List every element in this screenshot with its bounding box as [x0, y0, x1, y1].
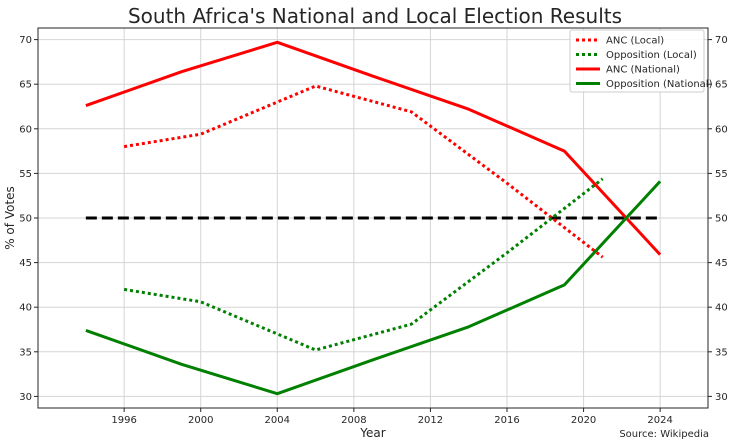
x-axis-ticks: 1996 2000 2004 2008 2012 2016 2020 2024 [111, 408, 673, 426]
y-tick-label-right: 60 [715, 124, 728, 135]
x-tick-label: 2004 [265, 415, 290, 426]
y-tick-label-left: 30 [19, 392, 32, 403]
series-line-opposition-local [123, 177, 604, 352]
y-tick-label-left: 35 [19, 347, 32, 358]
y-tick-label-left: 55 [19, 169, 32, 180]
y-axis-ticks-right: 30 35 40 45 50 55 60 65 70 [708, 35, 728, 403]
x-axis-label: Year [359, 426, 385, 440]
x-tick-label: 2020 [571, 415, 596, 426]
legend-label: ANC (Local) [606, 36, 664, 47]
y-tick-label-right: 65 [715, 80, 728, 91]
x-tick-label: 2000 [188, 415, 213, 426]
x-tick-label: 2024 [647, 415, 672, 426]
x-tick-label: 2012 [418, 415, 443, 426]
series-line-anc-national [85, 40, 662, 256]
y-axis-label: % of Votes [3, 186, 17, 250]
series-line-opposition-national [85, 180, 662, 396]
y-tick-label-left: 70 [19, 35, 32, 46]
y-tick-label-left: 40 [19, 303, 32, 314]
y-tick-label-left: 60 [19, 124, 32, 135]
x-tick-label: 1996 [111, 415, 136, 426]
legend: ANC (Local) Opposition (Local) ANC (Nation… [569, 29, 713, 93]
x-tick-label: 2008 [341, 415, 366, 426]
legend-box [569, 29, 705, 93]
y-tick-label-right: 50 [715, 214, 728, 225]
chart-title: South Africa's National and Local Electi… [128, 4, 622, 28]
y-tick-label-right: 35 [715, 347, 728, 358]
y-tick-label-left: 45 [19, 258, 32, 269]
y-tick-label-right: 30 [715, 392, 728, 403]
series-group [85, 40, 662, 396]
legend-label: ANC (National) [606, 65, 680, 76]
source-note: Source: Wikipedia [619, 429, 709, 440]
x-tick-label: 2016 [494, 415, 519, 426]
y-tick-label-right: 45 [715, 258, 728, 269]
y-tick-label-right: 70 [715, 35, 728, 46]
series-line-anc-local [123, 84, 604, 259]
y-axis-ticks-left: 30 35 40 45 50 55 60 65 70 [19, 35, 38, 403]
legend-label: Opposition (National) [606, 79, 713, 90]
legend-label: Opposition (Local) [606, 50, 697, 61]
y-tick-label-left: 65 [19, 80, 32, 91]
y-tick-label-right: 40 [715, 303, 728, 314]
y-tick-label-left: 50 [19, 214, 32, 225]
y-tick-label-right: 55 [715, 169, 728, 180]
